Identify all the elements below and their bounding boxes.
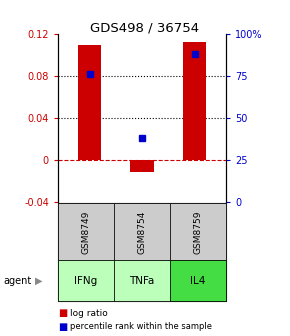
Text: IL4: IL4	[191, 276, 206, 286]
Text: log ratio: log ratio	[70, 309, 107, 318]
Text: ▶: ▶	[35, 276, 43, 286]
Text: ■: ■	[58, 322, 67, 332]
Text: TNFa: TNFa	[129, 276, 155, 286]
Text: GSM8759: GSM8759	[194, 210, 203, 254]
Bar	[130, 160, 154, 172]
Text: GSM8749: GSM8749	[81, 210, 90, 254]
Bar	[183, 42, 206, 160]
Bar	[78, 45, 101, 160]
Text: GSM8754: GSM8754	[137, 210, 147, 254]
Text: IFNg: IFNg	[75, 276, 98, 286]
Text: ■: ■	[58, 308, 67, 318]
Text: agent: agent	[3, 276, 31, 286]
Text: percentile rank within the sample: percentile rank within the sample	[70, 322, 212, 331]
Text: GDS498 / 36754: GDS498 / 36754	[90, 22, 200, 35]
